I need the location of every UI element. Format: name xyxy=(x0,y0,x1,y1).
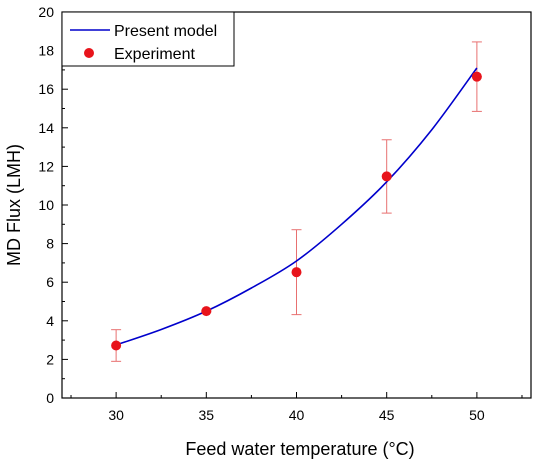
experiment-point xyxy=(111,340,122,351)
x-tick-label: 45 xyxy=(379,407,395,423)
experiment-points xyxy=(111,71,482,351)
legend-label-experiment: Experiment xyxy=(114,46,195,63)
y-tick-label: 8 xyxy=(46,236,54,252)
tick-labels: 0 2 4 6 8 10 12 14 16 18 20 30 35 40 45 50 xyxy=(38,4,484,423)
y-tick-label: 20 xyxy=(38,4,54,20)
legend-label-model: Present model xyxy=(114,23,217,40)
present-model-line xyxy=(115,67,478,346)
x-tick-label: 35 xyxy=(199,407,215,423)
legend: Present model Experiment xyxy=(61,11,235,67)
y-tick-label: 2 xyxy=(46,351,54,367)
y-tick-label: 4 xyxy=(46,313,54,329)
y-tick-label: 10 xyxy=(38,197,54,213)
y-tick-label: 16 xyxy=(38,81,54,97)
experiment-point xyxy=(291,267,302,278)
experiment-point xyxy=(201,306,212,317)
x-tick-label: 50 xyxy=(469,407,485,423)
x-tick-label: 40 xyxy=(289,407,305,423)
y-tick-label: 12 xyxy=(38,158,54,174)
y-axis-title: MD Flux (LMH) xyxy=(4,144,24,266)
experiment-point xyxy=(471,71,482,82)
axis-ticks xyxy=(62,11,523,399)
x-tick-label: 30 xyxy=(108,407,124,423)
x-axis-title: Feed water temperature (°C) xyxy=(185,439,414,459)
y-tick-label: 14 xyxy=(38,120,54,136)
experiment-point xyxy=(381,171,392,182)
y-tick-label: 18 xyxy=(38,43,54,59)
y-tick-label: 0 xyxy=(46,390,54,406)
y-tick-label: 6 xyxy=(46,274,54,290)
error-bars xyxy=(111,41,482,362)
legend-dot-swatch xyxy=(84,48,94,58)
